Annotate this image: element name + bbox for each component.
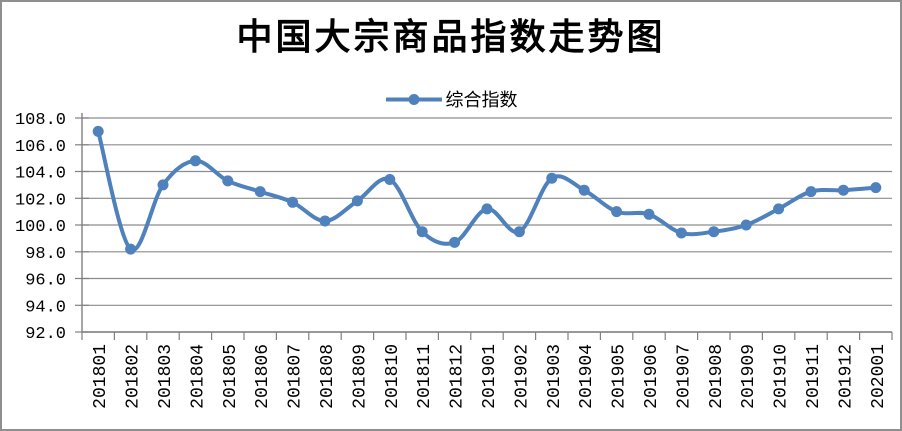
x-axis-tick-label: 201804 [188,344,208,409]
data-point-marker [125,243,137,255]
x-axis-tick-label: 201908 [707,344,727,409]
data-point-marker [319,215,331,227]
data-point-marker [416,226,428,238]
data-point-marker [481,203,493,215]
data-point-marker [578,184,590,196]
chart-title: 中国大宗商品指数走势图 [236,17,666,57]
data-point-marker [351,195,363,207]
data-point-marker [870,182,882,194]
x-axis-tick-label: 201805 [221,344,241,409]
data-point-marker [837,184,849,196]
x-axis-tick-label: 201905 [610,344,630,409]
data-point-marker [740,219,752,231]
y-axis-tick-label: 92.0 [25,325,66,344]
x-axis-tick-label: 201806 [253,344,273,409]
x-axis-tick-label: 201911 [804,344,824,409]
y-axis-tick-label: 106.0 [15,138,66,157]
x-axis-tick-label: 201902 [512,344,532,409]
data-point-marker [254,186,266,198]
y-axis-tick-label: 100.0 [15,218,66,237]
x-axis-tick-label: 201803 [156,344,176,409]
data-point-marker [611,206,623,218]
x-axis-tick-label: 201907 [674,344,694,409]
data-point-marker [643,208,655,220]
x-axis-tick-label: 201807 [286,344,306,409]
data-point-marker [805,186,817,198]
x-axis-tick-label: 201811 [415,344,435,409]
x-axis-tick-label: 201912 [836,344,856,409]
x-axis-tick-label: 201901 [480,344,500,409]
data-point-marker [513,226,525,238]
data-point-marker [708,226,720,238]
y-axis-tick-label: 102.0 [15,191,66,210]
legend: 综合指数 [2,86,900,112]
y-axis-tick-label: 94.0 [25,298,66,317]
x-axis-tick-label: 201809 [350,344,370,409]
data-point-marker [449,236,461,248]
data-point-marker [157,179,169,191]
y-axis-tick-label: 108.0 [15,111,66,130]
x-axis-tick-label: 201810 [383,344,403,409]
data-point-marker [546,172,558,184]
y-axis-tick-label: 104.0 [15,165,66,184]
legend-dot-icon [408,93,419,105]
y-axis-tick-label: 96.0 [25,272,66,291]
x-axis-tick-label: 201906 [642,344,662,409]
data-point-marker [773,203,785,215]
legend-line-marker-icon [385,93,443,106]
data-point-marker [189,155,201,167]
x-axis-tick-label: 201812 [448,344,468,409]
x-axis-tick-label: 201904 [577,344,597,409]
data-point-marker [287,196,299,208]
series-line [96,129,878,252]
data-point-marker [675,227,687,239]
data-point-marker [92,125,104,137]
x-axis-tick-label: 201903 [545,344,565,409]
data-point-marker [384,174,396,185]
legend-label: 综合指数 [445,90,518,110]
y-axis-tick-label: 98.0 [25,245,66,264]
x-axis-tick-label: 201802 [124,344,144,409]
x-axis-tick-label: 202001 [869,344,889,409]
x-axis-tick-label: 201808 [318,344,338,409]
x-axis-tick-label: 201910 [772,344,792,409]
x-axis-tick-label: 201909 [739,344,759,409]
x-axis-tick-label: 201801 [91,344,111,409]
data-point-marker [222,175,234,187]
